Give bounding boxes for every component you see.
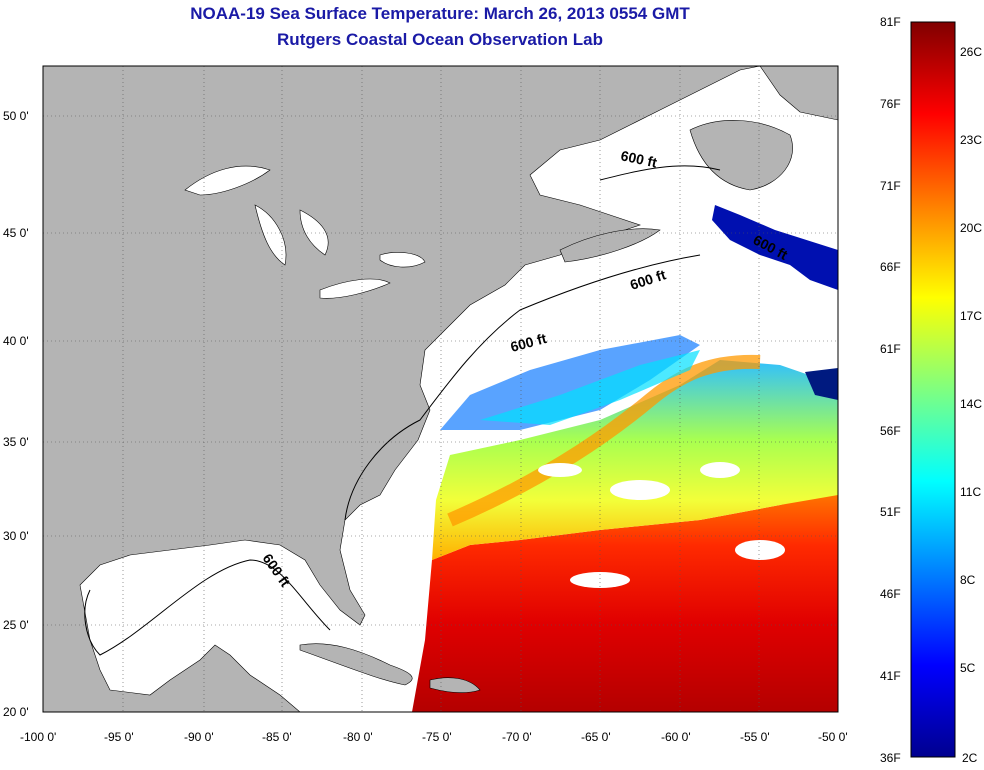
- lat-tick-label: 30 0': [3, 529, 29, 543]
- contour-label: 600 ft: [619, 147, 658, 170]
- colorbar-c-label: 20C: [960, 221, 982, 235]
- colorbar-c-label: 23C: [960, 133, 982, 147]
- sst-cold-water: [440, 335, 700, 430]
- land-cuba: [299, 643, 413, 686]
- lon-tick-label: -95 0': [104, 730, 134, 744]
- colorbar-f-label: 81F: [880, 15, 901, 29]
- lon-tick-label: -90 0': [184, 730, 214, 744]
- lat-axis: 50 0' 45 0' 40 0' 35 0' 30 0' 25 0' 20 0…: [3, 109, 29, 719]
- map-subtitle: Rutgers Coastal Ocean Observation Lab: [277, 30, 603, 49]
- lon-tick-label: -75 0': [422, 730, 452, 744]
- lat-tick-label: 50 0': [3, 109, 29, 123]
- land-hispaniola: [429, 677, 481, 693]
- sst-labrador-water: [712, 205, 838, 290]
- lon-axis: -100 0' -95 0' -90 0' -85 0' -80 0' -75 …: [20, 730, 848, 744]
- map-area: 600 ft 600 ft 600 ft 600 ft 600 ft: [43, 66, 838, 712]
- colorbar-c-label: 26C: [960, 45, 982, 59]
- lat-tick-label: 20 0': [3, 705, 29, 719]
- colorbar-f-label: 51F: [880, 505, 901, 519]
- lon-tick-label: -50 0': [818, 730, 848, 744]
- lat-tick-label: 35 0': [3, 435, 29, 449]
- colorbar-f-label: 66F: [880, 260, 901, 274]
- colorbar-f-label: 46F: [880, 587, 901, 601]
- land-newfoundland: [689, 120, 793, 191]
- gulf-stream-front: [447, 354, 761, 527]
- great-lakes: [184, 165, 426, 299]
- colorbar-c-label: 5C: [960, 661, 976, 675]
- land-north-america: [43, 66, 838, 712]
- lon-tick-label: -65 0': [581, 730, 611, 744]
- colorbar-c-label: 8C: [960, 573, 976, 587]
- colorbar-f-label: 41F: [880, 669, 901, 683]
- lon-tick-label: -85 0': [262, 730, 292, 744]
- lon-tick-label: -70 0': [502, 730, 532, 744]
- map-frame: [42, 65, 839, 713]
- lon-tick-label: -55 0': [740, 730, 770, 744]
- colorbar-f-label: 36F: [880, 751, 901, 765]
- map-title: NOAA-19 Sea Surface Temperature: March 2…: [190, 4, 690, 23]
- lat-tick-label: 40 0': [3, 334, 29, 348]
- colorbar-c-label: 14C: [960, 397, 982, 411]
- depth-contour-600ft: [84, 165, 721, 656]
- sst-warm-water: [412, 490, 838, 712]
- graticule: [43, 66, 838, 712]
- colorbar-celsius-labels: 26C 23C 20C 17C 14C 11C 8C 5C 2C: [960, 45, 982, 765]
- lon-tick-label: -80 0': [343, 730, 373, 744]
- colorbar-f-label: 56F: [880, 424, 901, 438]
- colorbar-f-label: 71F: [880, 179, 901, 193]
- land-nova-scotia: [559, 228, 661, 263]
- lat-tick-label: 25 0': [3, 618, 29, 632]
- colorbar-c-label: 17C: [960, 309, 982, 323]
- lon-tick-label: -100 0': [20, 730, 56, 744]
- colorbar-fahrenheit-labels: 81F 76F 71F 66F 61F 56F 51F 46F 41F 36F: [880, 15, 901, 765]
- lon-tick-label: -60 0': [661, 730, 691, 744]
- lat-tick-label: 45 0': [3, 226, 29, 240]
- colorbar-c-label: 2C: [962, 751, 978, 765]
- colorbar-f-label: 76F: [880, 97, 901, 111]
- temperature-colorbar: 81F 76F 71F 66F 61F 56F 51F 46F 41F 36F …: [880, 15, 982, 765]
- colorbar-c-label: 11C: [960, 485, 981, 499]
- colorbar-f-label: 61F: [880, 342, 901, 356]
- sst-mid-water: [432, 360, 838, 560]
